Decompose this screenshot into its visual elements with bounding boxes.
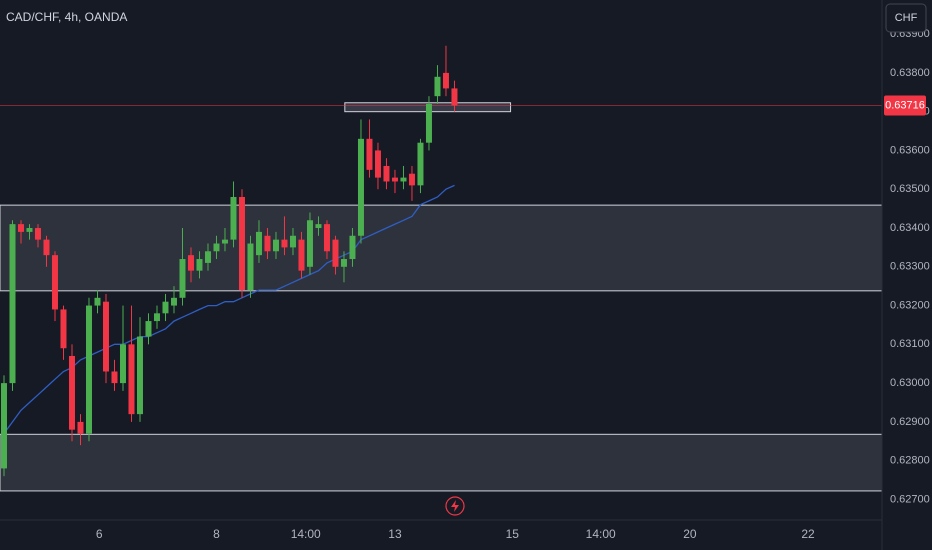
candle-body xyxy=(60,309,67,349)
last-price-tag xyxy=(884,95,926,116)
candle-body xyxy=(349,235,356,260)
candle-body xyxy=(221,239,228,244)
moving-average xyxy=(3,184,455,434)
candle-body xyxy=(204,251,211,263)
candle-body xyxy=(111,371,118,384)
event-icon-bolt xyxy=(451,500,459,512)
candle-body xyxy=(170,297,177,306)
candle-body xyxy=(357,138,364,236)
x-tick-label: 14:00 xyxy=(291,527,321,541)
y-tick-label: 0.63800 xyxy=(890,67,930,79)
zone xyxy=(0,433,883,492)
candle-body xyxy=(408,173,415,186)
candle-body xyxy=(264,235,271,252)
candle-body xyxy=(298,239,305,271)
x-tick-label: 20 xyxy=(683,527,697,541)
candle-body xyxy=(289,235,296,248)
y-tick-label: 0.63500 xyxy=(890,183,930,195)
candle-body xyxy=(162,301,169,314)
candle-body xyxy=(9,224,16,384)
candle-body xyxy=(119,344,126,384)
candle-body xyxy=(434,76,441,97)
candle-body xyxy=(281,239,288,248)
candle-body xyxy=(383,165,390,182)
candle-body xyxy=(332,239,339,267)
candle-body xyxy=(145,321,152,337)
chart-title: CAD/CHF, 4h, OANDA xyxy=(6,10,127,24)
y-tick-label: 0.63000 xyxy=(890,377,930,389)
candle-body xyxy=(400,177,407,182)
candle-body xyxy=(272,239,279,252)
candle-body xyxy=(315,224,322,229)
candle-body xyxy=(213,243,220,252)
y-tick-label: 0.63400 xyxy=(890,222,930,234)
last-price-label: 0.63716 xyxy=(885,99,925,111)
y-tick-label: 0.62800 xyxy=(890,455,930,467)
candle-body xyxy=(442,72,449,89)
zone xyxy=(0,204,883,292)
candle-body xyxy=(417,142,424,186)
y-tick-label: 0.62700 xyxy=(890,493,930,505)
candle-body xyxy=(391,177,398,182)
candle-body xyxy=(196,259,203,271)
candle-body xyxy=(68,355,75,430)
candle-body xyxy=(374,150,381,178)
candle-body xyxy=(51,255,58,310)
x-tick-label: 13 xyxy=(388,527,402,541)
candle-body xyxy=(43,239,50,256)
candle-body xyxy=(451,88,458,106)
candle-body xyxy=(153,313,160,322)
candle-body xyxy=(230,196,237,240)
y-tick-label: 0.63100 xyxy=(890,338,930,350)
candle-body xyxy=(128,344,135,415)
candle-body xyxy=(187,255,194,271)
candle-body xyxy=(102,301,109,372)
x-tick-label: 15 xyxy=(506,527,520,541)
currency-button[interactable] xyxy=(885,3,927,33)
y-tick-label: 0.63200 xyxy=(890,299,930,311)
candle-body xyxy=(179,259,186,298)
y-tick-label: 0.62900 xyxy=(890,416,930,428)
event-icon[interactable] xyxy=(445,496,465,516)
candle-body xyxy=(255,231,262,256)
candle-body xyxy=(247,243,254,291)
candle-body xyxy=(94,297,101,306)
x-tick-label: 14:00 xyxy=(586,527,616,541)
candle-body xyxy=(77,421,84,434)
candle-body xyxy=(85,305,92,434)
x-tick-label: 6 xyxy=(96,527,103,541)
y-tick-label: 0.63600 xyxy=(890,144,930,156)
candle-body xyxy=(238,196,245,291)
candle-body xyxy=(366,138,373,170)
plot-area xyxy=(0,45,883,492)
candle-body xyxy=(26,228,33,232)
candle-body xyxy=(425,103,432,143)
candle-body xyxy=(340,259,347,267)
candle-body xyxy=(34,228,41,240)
candle-body xyxy=(136,336,143,415)
candle-body xyxy=(0,383,7,469)
candle-body xyxy=(323,224,330,252)
candle-body xyxy=(17,224,24,232)
currency-label: CHF xyxy=(895,12,918,24)
x-tick-label: 8 xyxy=(213,527,220,541)
y-tick-label: 0.63300 xyxy=(890,261,930,273)
candle-body xyxy=(306,220,313,267)
x-tick-label: 22 xyxy=(801,527,815,541)
